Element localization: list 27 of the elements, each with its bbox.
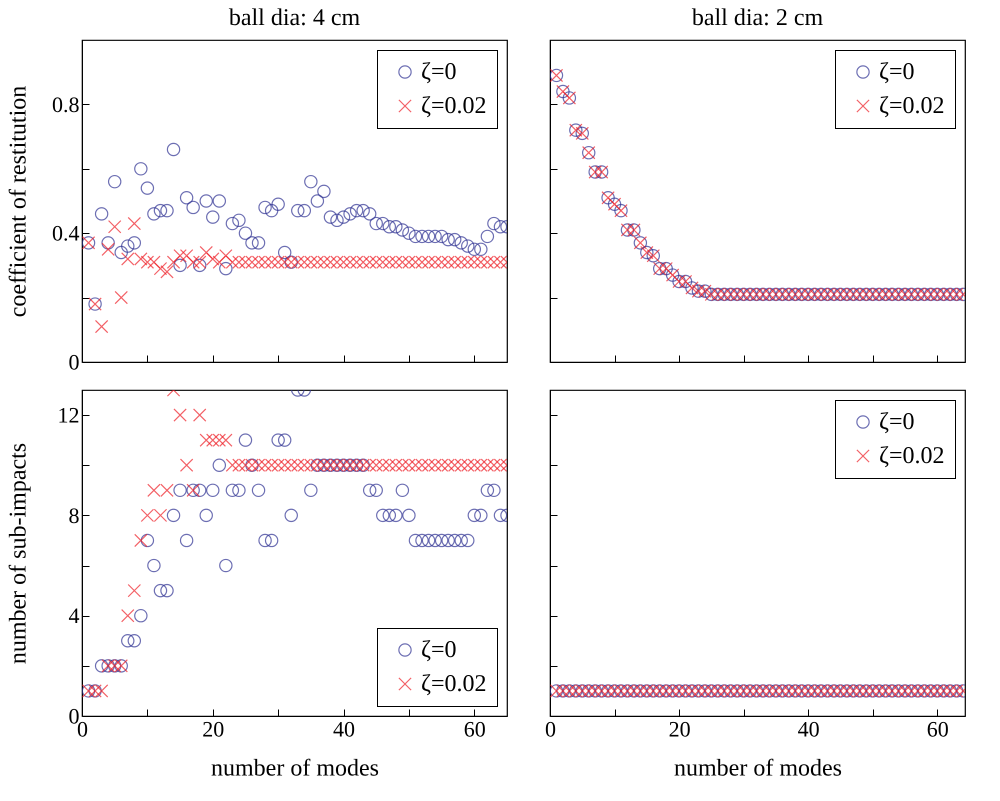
chart-title: ball dia: 2 cm bbox=[692, 5, 824, 31]
legend-label: ζ=0 bbox=[879, 59, 914, 85]
legend-label: ζ=0 bbox=[879, 409, 914, 435]
legend-label: ζ=0.02 bbox=[879, 93, 944, 119]
y-tick-label: 0.4 bbox=[52, 220, 80, 246]
x-tick-label: 0 bbox=[545, 716, 556, 742]
x-tick-label: 20 bbox=[202, 716, 224, 742]
chart-title: ball dia: 4 cm bbox=[228, 5, 360, 31]
legend-label: ζ=0.02 bbox=[879, 443, 944, 469]
x-axis-title: number of modes bbox=[211, 756, 379, 782]
y-tick-label: 8 bbox=[68, 502, 80, 528]
legend-label: ζ=0.02 bbox=[421, 93, 486, 119]
y-tick-label: 12 bbox=[58, 402, 80, 428]
legend-label: ζ=0.02 bbox=[421, 671, 486, 697]
y-axis-title: number of sub-impacts bbox=[6, 442, 32, 664]
y-tick-label: 4 bbox=[68, 603, 80, 628]
x-tick-label: 60 bbox=[464, 716, 486, 742]
x-tick-label: 40 bbox=[798, 716, 820, 742]
x-tick-label: 40 bbox=[333, 716, 356, 742]
legend-label: ζ=0 bbox=[421, 59, 456, 85]
x-tick-label: 60 bbox=[926, 716, 949, 742]
y-tick-label: 0 bbox=[68, 350, 80, 374]
x-tick-label: 20 bbox=[668, 716, 691, 742]
y-axis-title: coefficient of restitution bbox=[6, 86, 32, 318]
y-tick-label: 0.8 bbox=[52, 92, 80, 117]
legend-label: ζ=0 bbox=[421, 637, 456, 663]
x-axis-title: number of modes bbox=[674, 756, 842, 782]
